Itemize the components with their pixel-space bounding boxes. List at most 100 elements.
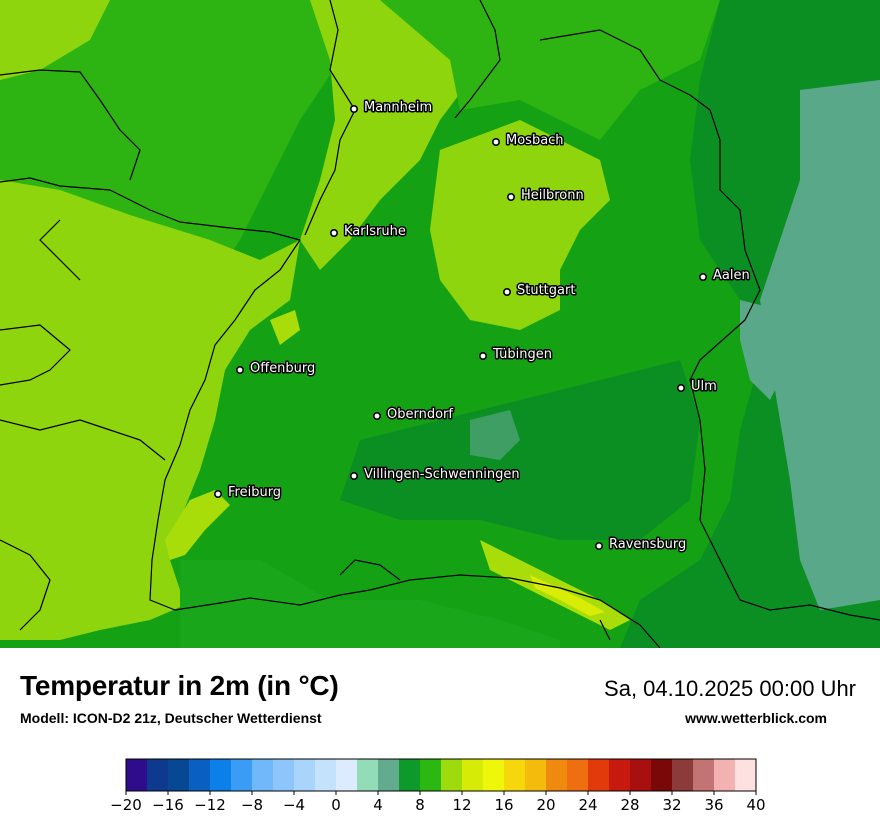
legend-swatch <box>420 759 442 791</box>
legend-swatch <box>378 759 400 791</box>
city-marker <box>594 541 603 550</box>
legend-swatch <box>210 759 232 791</box>
city-marker <box>478 351 487 360</box>
legend-swatch <box>231 759 253 791</box>
legend-swatch <box>441 759 463 791</box>
legend-tick-label: 40 <box>746 796 765 814</box>
legend-swatch <box>462 759 484 791</box>
city-ravensburg[interactable]: Ravensburg <box>594 536 688 554</box>
legend-swatch <box>483 759 505 791</box>
legend-tick-label: 24 <box>578 796 597 814</box>
legend-swatch <box>147 759 169 791</box>
city-marker <box>698 272 707 281</box>
info-panel: Temperatur in 2m (in °C) Modell: ICON-D2… <box>0 648 880 830</box>
city-label: Stuttgart <box>517 283 575 298</box>
city-marker <box>349 471 358 480</box>
map-title: Temperatur in 2m (in °C) <box>20 670 339 701</box>
city-marker <box>372 411 381 420</box>
temperature-map[interactable]: Mannheim Mosbach Heilbronn Karlsruhe Aalen St… <box>0 0 880 648</box>
legend-tick-label: −20 <box>110 796 142 814</box>
legend-tick-label: 16 <box>494 796 513 814</box>
legend-tick-label: 8 <box>415 796 425 814</box>
city-mannheim[interactable]: Mannheim <box>349 99 434 117</box>
city-label: Ulm <box>691 379 717 394</box>
city-stuttgart[interactable]: Stuttgart <box>502 282 577 300</box>
legend-swatch <box>399 759 421 791</box>
zone-south <box>180 560 560 648</box>
city-label: Aalen <box>713 268 750 283</box>
city-oberndorf[interactable]: Oberndorf <box>372 406 455 424</box>
cold-zone-east-2 <box>740 300 790 400</box>
legend-swatch <box>714 759 736 791</box>
legend-tick-label: −8 <box>241 796 263 814</box>
city-marker <box>214 489 223 498</box>
legend-swatch <box>651 759 673 791</box>
warm-zone-upper-rhine <box>165 490 230 560</box>
city-label: Tübingen <box>492 347 552 362</box>
legend-tick-label: 32 <box>662 796 681 814</box>
legend-swatch <box>273 759 295 791</box>
city-label: Mosbach <box>506 133 564 148</box>
legend-swatch <box>504 759 526 791</box>
legend-swatch <box>693 759 715 791</box>
legend-swatch <box>357 759 379 791</box>
city-freiburg[interactable]: Freiburg <box>214 484 283 502</box>
legend-swatch <box>609 759 631 791</box>
legend-swatch <box>294 759 316 791</box>
city-marker <box>236 365 245 374</box>
legend-tick-label: −4 <box>283 796 305 814</box>
website-link[interactable]: www.wetterblick.com <box>685 710 827 726</box>
warm-zone-odenwald <box>380 0 720 140</box>
warm-zone-upper-rhine-2 <box>270 310 300 345</box>
city-label: Villingen-Schwenningen <box>364 467 520 482</box>
legend-swatch <box>567 759 589 791</box>
legend-swatch <box>546 759 568 791</box>
city-mosbach[interactable]: Mosbach <box>491 132 565 150</box>
city-ulm[interactable]: Ulm <box>676 378 718 396</box>
legend-tick-label: 4 <box>373 796 383 814</box>
city-aalen[interactable]: Aalen <box>698 267 751 285</box>
valid-datetime: Sa, 04.10.2025 00:00 Uhr <box>604 676 856 701</box>
legend-tick-label: 20 <box>536 796 555 814</box>
legend-tick-label: −16 <box>152 796 184 814</box>
legend-swatch <box>168 759 190 791</box>
warm-zone-kraichgau <box>300 0 470 270</box>
city-label: Heilbronn <box>521 188 584 203</box>
warm-zone-rhine <box>0 180 300 640</box>
color-legend-canvas: −20 −16 −12 −8 −4 0 4 8 12 16 20 24 28 32 36 40 <box>110 758 766 814</box>
legend-frame <box>125 758 757 792</box>
legend-tick-label: 28 <box>620 796 639 814</box>
legend-swatch <box>588 759 610 791</box>
city-label: Karlsruhe <box>344 224 406 239</box>
city-marker <box>329 229 338 238</box>
city-offenburg[interactable]: Offenburg <box>236 360 317 378</box>
model-source: Modell: ICON-D2 21z, Deutscher Wetterdie… <box>20 710 322 726</box>
city-karlsruhe[interactable]: Karlsruhe <box>329 223 407 241</box>
map-canvas: Mannheim Mosbach Heilbronn Karlsruhe Aalen St… <box>0 0 880 648</box>
city-marker <box>491 138 500 147</box>
cool-zone-alb <box>340 360 700 540</box>
legend-swatch <box>315 759 337 791</box>
warm-zone-north <box>0 0 110 80</box>
city-tübingen[interactable]: Tübingen <box>478 346 554 364</box>
city-marker <box>349 105 358 114</box>
city-marker <box>506 193 515 202</box>
color-legend: −20 −16 −12 −8 −4 0 4 8 12 16 20 24 28 32 36 40 <box>0 756 880 830</box>
city-label: Oberndorf <box>387 407 453 422</box>
city-marker <box>502 287 511 296</box>
cold-zone-east <box>760 80 880 610</box>
legend-tick-label: −12 <box>194 796 226 814</box>
legend-tick-label: 36 <box>704 796 723 814</box>
legend-swatch <box>525 759 547 791</box>
legend-tick-label: 0 <box>331 796 341 814</box>
city-label: Ravensburg <box>609 537 686 552</box>
city-heilbronn[interactable]: Heilbronn <box>506 187 585 205</box>
legend-swatch <box>252 759 274 791</box>
cold-zone-alb <box>470 410 520 460</box>
legend-swatch <box>735 759 757 791</box>
legend-swatch <box>630 759 652 791</box>
legend-tick-label: 12 <box>452 796 471 814</box>
city-villingen-schwenningen[interactable]: Villingen-Schwenningen <box>349 466 521 484</box>
legend-swatch <box>672 759 694 791</box>
warm-zone-neckar <box>430 120 610 330</box>
